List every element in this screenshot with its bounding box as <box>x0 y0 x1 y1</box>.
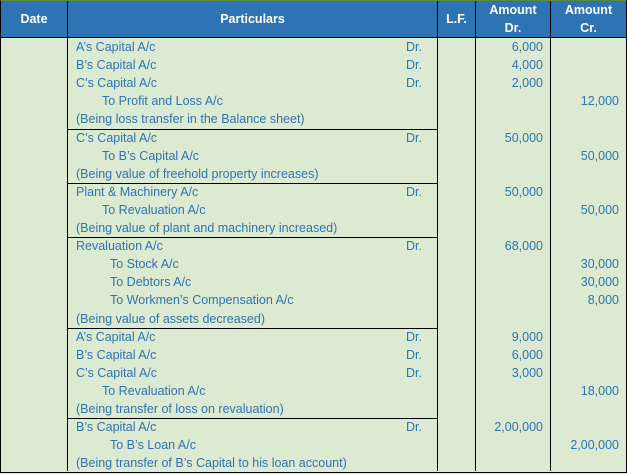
debit-marker: Dr. <box>406 348 422 362</box>
header-amount-cr-line1: Amount <box>564 3 613 17</box>
header-amount-cr-line2: Cr. <box>580 21 597 35</box>
amount-dr: 68,000 <box>504 239 543 253</box>
amount-dr: 6,000 <box>511 348 543 362</box>
particulars-text: B’s Capital A/c <box>76 58 157 72</box>
particulars-text: (Being transfer of B’s Capital to his lo… <box>76 456 347 470</box>
column-divider <box>437 38 438 471</box>
amount-cr: 30,000 <box>580 275 619 289</box>
particulars-text: To Debtors A/c <box>110 275 192 289</box>
debit-marker: Dr. <box>406 330 422 344</box>
amount-cr: 2,00,000 <box>570 438 619 452</box>
particulars-text: To B’s Loan A/c <box>110 438 196 452</box>
particulars-text: Revaluation A/c <box>76 239 163 253</box>
debit-marker: Dr. <box>406 40 422 54</box>
header-amount-cr: Amount Cr. <box>551 1 626 38</box>
particulars-text: B’s Capital A/c <box>76 348 157 362</box>
header-amount-dr: Amount Dr. <box>476 1 551 38</box>
column-divider <box>475 38 476 471</box>
amount-dr: 6,000 <box>511 40 543 54</box>
header-amount-dr-line2: Dr. <box>504 21 522 35</box>
amount-cr: 50,000 <box>580 149 619 163</box>
particulars-text: C’s Capital A/c <box>76 76 158 90</box>
debit-marker: Dr. <box>406 58 422 72</box>
particulars-text: To B’s Capital A/c <box>102 149 200 163</box>
header-particulars: Particulars <box>68 1 438 38</box>
entry-separator <box>67 129 437 130</box>
column-divider <box>550 38 551 471</box>
particulars-text: To Revaluation A/c <box>102 203 206 217</box>
particulars-text: C’s Capital A/c <box>76 366 158 380</box>
particulars-text: (Being value of freehold property increa… <box>76 167 319 181</box>
particulars-text: (Being loss transfer in the Balance shee… <box>76 112 305 126</box>
particulars-text: A’s Capital A/c <box>76 330 156 344</box>
amount-dr: 50,000 <box>504 185 543 199</box>
debit-marker: Dr. <box>406 366 422 380</box>
debit-marker: Dr. <box>406 76 422 90</box>
entry-separator <box>67 237 437 238</box>
amount-cr: 50,000 <box>580 203 619 217</box>
entry-separator <box>67 418 437 419</box>
amount-dr: 2,00,000 <box>494 420 543 434</box>
debit-marker: Dr. <box>406 185 422 199</box>
amount-cr: 30,000 <box>580 257 619 271</box>
amount-cr: 12,000 <box>580 94 619 108</box>
header-date-label: Date <box>20 12 48 26</box>
amount-dr: 2,000 <box>511 76 543 90</box>
particulars-text: B’s Capital A/c <box>76 420 157 434</box>
amount-dr: 3,000 <box>511 366 543 380</box>
particulars-text: Plant & Machinery A/c <box>76 185 199 199</box>
debit-marker: Dr. <box>406 420 422 434</box>
entry-separator <box>67 328 437 329</box>
debit-marker: Dr. <box>406 239 422 253</box>
particulars-text: To Workmen’s Compensation A/c <box>110 293 294 307</box>
header-lf: L.F. <box>438 1 476 38</box>
entry-separator <box>67 183 437 184</box>
particulars-text: A’s Capital A/c <box>76 40 156 54</box>
amount-cr: 18,000 <box>580 384 619 398</box>
particulars-text: C’s Capital A/c <box>76 131 158 145</box>
header-amount-dr-line1: Amount <box>489 3 537 17</box>
particulars-text: (Being value of assets decreased) <box>76 312 265 326</box>
particulars-text: To Profit and Loss A/c <box>102 94 223 108</box>
debit-marker: Dr. <box>406 131 422 145</box>
particulars-text: (Being transfer of loss on revaluation) <box>76 402 284 416</box>
amount-dr: 50,000 <box>504 131 543 145</box>
particulars-text: (Being value of plant and machinery incr… <box>76 221 338 235</box>
header-date: Date <box>1 1 68 38</box>
particulars-text: To Stock A/c <box>110 257 179 271</box>
amount-dr: 9,000 <box>511 330 543 344</box>
column-divider <box>67 38 68 471</box>
header-particulars-label: Particulars <box>220 12 285 26</box>
amount-dr: 4,000 <box>511 58 543 72</box>
particulars-text: To Revaluation A/c <box>102 384 206 398</box>
amount-cr: 8,000 <box>587 293 619 307</box>
header-lf-label: L.F. <box>446 12 467 26</box>
